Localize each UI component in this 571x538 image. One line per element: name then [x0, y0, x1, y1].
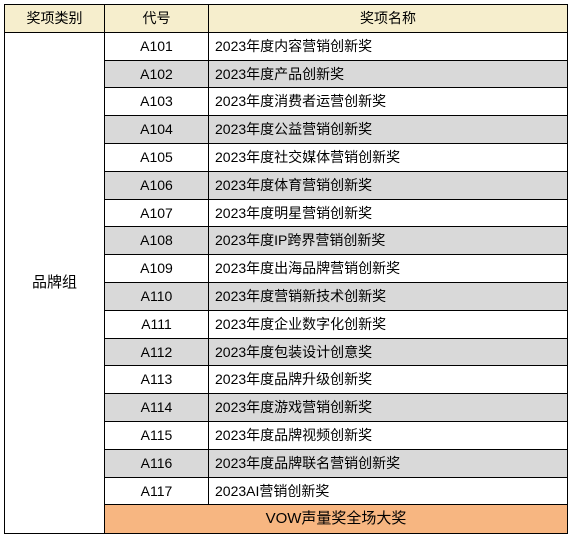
code-cell: A106 [105, 171, 209, 199]
code-cell: A117 [105, 477, 209, 505]
code-cell: A115 [105, 421, 209, 449]
name-cell: 2023年度企业数字化创新奖 [209, 310, 568, 338]
code-cell: A110 [105, 282, 209, 310]
name-cell: 2023年度出海品牌营销创新奖 [209, 255, 568, 283]
header-category: 奖项类别 [5, 5, 105, 33]
grand-award-cell: VOW声量奖全场大奖 [105, 505, 568, 534]
table-row: 品牌组A1012023年度内容营销创新奖 [5, 32, 568, 60]
code-cell: A116 [105, 449, 209, 477]
name-cell: 2023年度消费者运营创新奖 [209, 88, 568, 116]
code-cell: A105 [105, 143, 209, 171]
name-cell: 2023年度游戏营销创新奖 [209, 394, 568, 422]
table-header-row: 奖项类别 代号 奖项名称 [5, 5, 568, 33]
category-cell: 品牌组 [5, 32, 105, 534]
header-code: 代号 [105, 5, 209, 33]
name-cell: 2023年度产品创新奖 [209, 60, 568, 88]
code-cell: A101 [105, 32, 209, 60]
name-cell: 2023年度体育营销创新奖 [209, 171, 568, 199]
code-cell: A104 [105, 116, 209, 144]
name-cell: 2023年度内容营销创新奖 [209, 32, 568, 60]
code-cell: A111 [105, 310, 209, 338]
header-name: 奖项名称 [209, 5, 568, 33]
code-cell: A103 [105, 88, 209, 116]
name-cell: 2023年度社交媒体营销创新奖 [209, 143, 568, 171]
name-cell: 2023年度明星营销创新奖 [209, 199, 568, 227]
code-cell: A108 [105, 227, 209, 255]
code-cell: A109 [105, 255, 209, 283]
name-cell: 2023AI营销创新奖 [209, 477, 568, 505]
name-cell: 2023年度品牌视频创新奖 [209, 421, 568, 449]
code-cell: A107 [105, 199, 209, 227]
code-cell: A102 [105, 60, 209, 88]
name-cell: 2023年度品牌联名营销创新奖 [209, 449, 568, 477]
awards-table: 奖项类别 代号 奖项名称 品牌组A1012023年度内容营销创新奖A102202… [4, 4, 568, 534]
code-cell: A114 [105, 394, 209, 422]
code-cell: A113 [105, 366, 209, 394]
name-cell: 2023年度营销新技术创新奖 [209, 282, 568, 310]
code-cell: A112 [105, 338, 209, 366]
name-cell: 2023年度品牌升级创新奖 [209, 366, 568, 394]
name-cell: 2023年度包装设计创意奖 [209, 338, 568, 366]
name-cell: 2023年度公益营销创新奖 [209, 116, 568, 144]
name-cell: 2023年度IP跨界营销创新奖 [209, 227, 568, 255]
